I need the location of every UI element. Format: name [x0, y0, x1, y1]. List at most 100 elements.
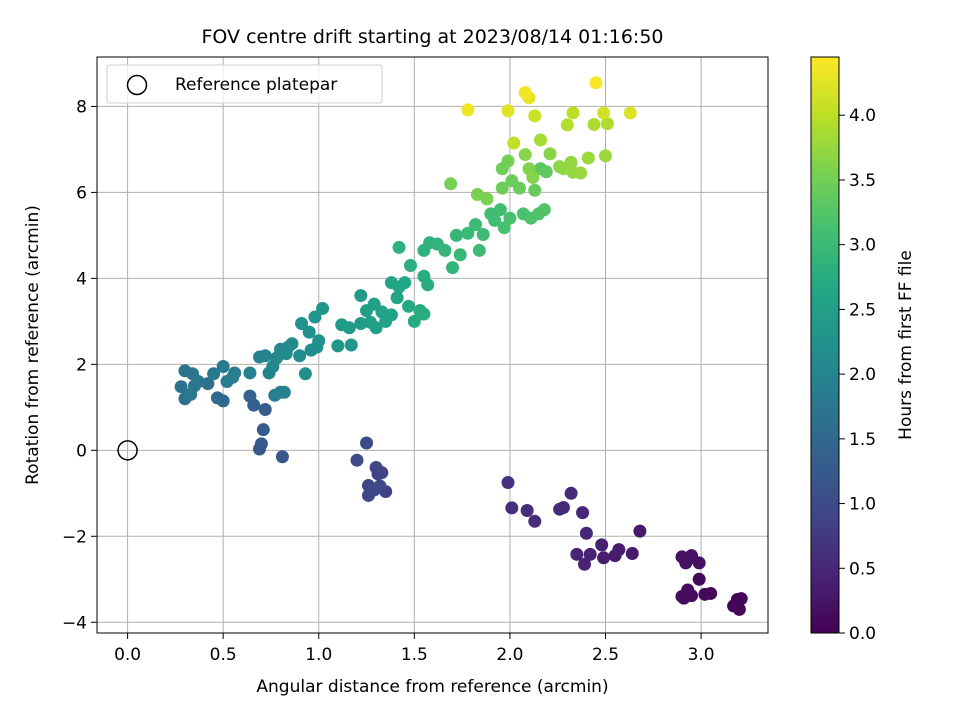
- colorbar-tick-label: 0.0: [849, 624, 876, 644]
- scatter-point: [308, 310, 322, 324]
- colorbar-tick-label: 1.5: [849, 430, 876, 450]
- y-tick-label: 6: [76, 183, 87, 203]
- legend: Reference platepar: [106, 64, 383, 104]
- scatter-point: [392, 240, 406, 254]
- scatter-point: [254, 437, 268, 451]
- scatter-point: [543, 147, 557, 161]
- scatter-point: [476, 228, 490, 242]
- colorbar-label: Hours from first FF file: [896, 250, 916, 440]
- scatter-point: [369, 321, 383, 335]
- scatter-point: [505, 501, 519, 515]
- scatter-point: [449, 228, 463, 242]
- legend-marker-open-circle: [126, 74, 148, 96]
- scatter-point: [505, 174, 519, 188]
- scatter-point: [528, 183, 542, 197]
- scatter-point: [734, 592, 748, 606]
- y-tick-label: −4: [62, 613, 87, 633]
- scatter-point: [623, 106, 637, 120]
- scatter-point: [384, 308, 398, 322]
- scatter-point: [256, 423, 270, 437]
- scatter-point: [692, 572, 706, 586]
- scatter-point: [583, 547, 597, 561]
- scatter-point: [316, 301, 330, 315]
- reference-platepar-marker: [117, 440, 138, 461]
- scatter-point: [518, 86, 532, 100]
- colorbar-tick-label: 2.0: [849, 365, 876, 385]
- scatter-point: [298, 367, 312, 381]
- reference-point: [117, 440, 138, 461]
- legend-label: Reference platepar: [175, 75, 337, 95]
- scatter-point: [507, 136, 521, 150]
- scatter-point: [342, 321, 356, 335]
- scatter-point: [417, 269, 431, 283]
- scatter-point: [285, 337, 299, 351]
- scatter-point: [174, 380, 188, 394]
- scatter-point: [438, 243, 452, 257]
- x-tick-label: 0.5: [210, 645, 237, 665]
- scatter-point: [685, 589, 699, 603]
- scatter-point: [350, 453, 364, 467]
- x-axis-label: Angular distance from reference (arcmin): [256, 677, 608, 697]
- scatter-point: [497, 221, 511, 235]
- y-tick-label: 4: [76, 269, 87, 289]
- scatter-point: [354, 317, 368, 331]
- scatter-point: [501, 476, 515, 490]
- scatter-point: [597, 106, 611, 120]
- scatter-point: [295, 317, 309, 331]
- scatter-point: [612, 543, 626, 557]
- scatter-point: [243, 389, 257, 403]
- scatter-point: [360, 436, 374, 450]
- x-tick-label: 1.0: [305, 645, 332, 665]
- scatter-point: [302, 325, 316, 339]
- scatter-point: [681, 553, 695, 567]
- scatter-point: [344, 338, 358, 352]
- scatter-point: [207, 367, 221, 381]
- scatter-point: [243, 366, 257, 380]
- scatter-point: [526, 170, 540, 184]
- colorbar: [810, 56, 840, 634]
- scatter-point: [518, 148, 532, 162]
- scatter-point: [488, 213, 502, 227]
- scatter-point: [520, 503, 534, 517]
- scatter-point: [275, 450, 289, 464]
- scatter-point: [407, 314, 421, 328]
- scatter-point: [191, 375, 205, 389]
- scatter-point: [537, 203, 551, 217]
- x-axis-ticks: 0.0 0.5 1.0 1.5 2.0 2.5 3.0: [114, 633, 715, 665]
- y-tick-label: 2: [76, 355, 87, 375]
- colorbar-tick-label: 4.0: [849, 106, 876, 126]
- scatter-point: [453, 248, 467, 262]
- scatter-point: [228, 366, 242, 380]
- scatter-point: [404, 258, 418, 272]
- colorbar-tick-label: 2.5: [849, 300, 876, 320]
- data-points: [174, 76, 748, 616]
- x-tick-label: 3.0: [688, 645, 715, 665]
- scatter-point: [528, 514, 542, 528]
- scatter-point: [625, 546, 639, 560]
- scatter-point: [560, 118, 574, 132]
- x-tick-label: 1.5: [401, 645, 428, 665]
- scatter-point: [633, 524, 647, 538]
- y-axis-ticks: −4 −2 0 2 4 6 8: [62, 97, 97, 633]
- scatter-point: [258, 402, 272, 416]
- x-tick-label: 0.0: [114, 645, 141, 665]
- scatter-point: [564, 486, 578, 500]
- scatter-point: [576, 506, 590, 520]
- scatter-point: [331, 339, 345, 353]
- y-axis-label: Rotation from reference (arcmin): [23, 205, 43, 485]
- scatter-point: [566, 106, 580, 120]
- colorbar-tick-label: 3.0: [849, 236, 876, 256]
- colorbar-tick-label: 1.0: [849, 495, 876, 515]
- scatter-point: [258, 349, 272, 363]
- scatter-point: [390, 291, 404, 305]
- scatter-point: [501, 104, 515, 118]
- scatter-point: [553, 502, 567, 516]
- scatter-point: [444, 177, 458, 191]
- scatter-point: [704, 586, 718, 600]
- scatter-point: [564, 155, 578, 169]
- legend-box: [106, 64, 383, 104]
- scatter-point: [461, 226, 475, 240]
- scatter-point: [417, 307, 431, 321]
- x-tick-label: 2.5: [592, 645, 619, 665]
